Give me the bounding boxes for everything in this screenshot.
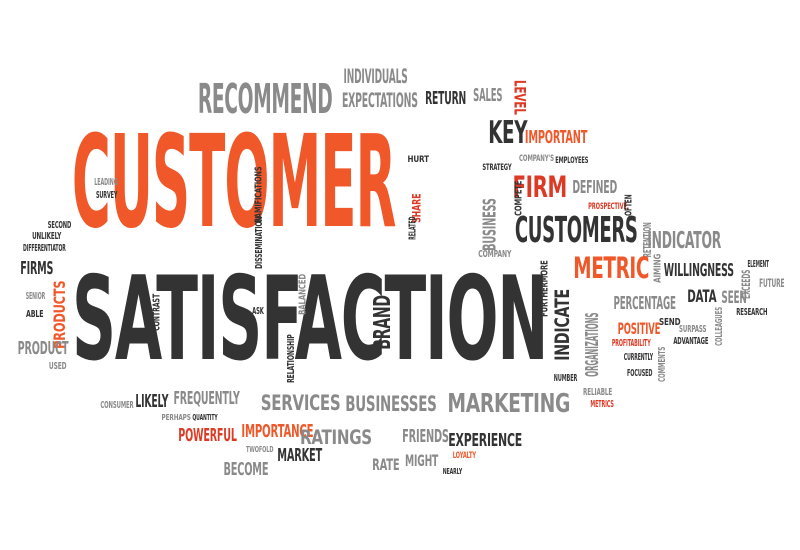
- word-friends: FRIENDS: [401, 427, 449, 448]
- word-key: KEY: [487, 114, 527, 151]
- word-firm: FIRM: [511, 169, 567, 204]
- word-experience: EXPERIENCE: [447, 431, 522, 452]
- word-ramifications: RAMIFICATIONS: [253, 166, 265, 223]
- word-survey: SURVEY: [95, 189, 118, 201]
- word-individuals: INDIVIDUALS: [343, 65, 409, 89]
- word-frequently: FREQUENTLY: [173, 389, 241, 410]
- word-comments: COMMENTS: [657, 346, 669, 382]
- word-indicate: INDICATE: [551, 289, 575, 362]
- word-loyalty: LOYALTY: [452, 451, 477, 462]
- word-element: ELEMENT: [746, 258, 769, 270]
- word-related: RELATED: [407, 216, 419, 240]
- word-number: NUMBER: [553, 372, 578, 384]
- word-firms: FIRMS: [19, 259, 54, 280]
- word-profitability: PROFITABILITY: [611, 337, 651, 349]
- word-focused: FOCUSED: [626, 367, 653, 379]
- word-company: COMPANY: [477, 248, 512, 260]
- word-aiming: AIMING: [652, 253, 664, 283]
- word-research: RESEARCH: [735, 306, 768, 318]
- word-importance: IMPORTANCE: [240, 422, 313, 443]
- word-percentage: PERCENTAGE: [613, 294, 677, 315]
- word-positive: POSITIVE: [617, 319, 661, 339]
- word-likely: LIKELY: [134, 392, 168, 413]
- word-dissemination: DISSEMINATION: [254, 216, 266, 269]
- word-quantity: QUANTITY: [191, 412, 218, 422]
- word-differentiator: DIFFERENTIATOR: [23, 242, 66, 254]
- word-business: BUSINESS: [480, 198, 501, 252]
- word-reliable: RELIABLE: [582, 386, 613, 398]
- word-company-s: COMPANY'S: [518, 154, 555, 165]
- word-advantage: ADVANTAGE: [672, 335, 709, 347]
- word-furthermore: FURTHERMORE: [540, 260, 552, 317]
- word-return: RETURN: [424, 89, 466, 110]
- word-indicator: INDICATOR: [646, 226, 721, 255]
- word-data: DATA: [686, 286, 717, 306]
- word-relationship: RELATIONSHIP: [286, 333, 298, 383]
- word-contrast: CONTRAST: [152, 293, 164, 331]
- word-level: LEVEL: [510, 80, 530, 116]
- word-brand: BRAND: [368, 295, 397, 350]
- word-product: PRODUCT: [18, 339, 69, 360]
- word-ratings: RATINGS: [299, 426, 372, 450]
- word-metrics: METRICS: [589, 398, 614, 410]
- word-prospective: PROSPECTIVE: [587, 202, 627, 213]
- word-powerful: POWERFUL: [177, 426, 237, 447]
- word-strategy: STRATEGY: [481, 163, 512, 174]
- word-market: MARKET: [276, 446, 322, 467]
- word-satisfaction: SATISFACTION: [72, 253, 549, 388]
- word-organizations: ORGANIZATIONS: [583, 312, 604, 378]
- word-ask: ASK: [251, 305, 264, 317]
- word-businesses: BUSINESSES: [344, 392, 437, 418]
- word-unlikely: UNLIKELY: [31, 230, 62, 242]
- word-send: SEND: [658, 316, 681, 328]
- word-nearly: NEARLY: [442, 466, 463, 476]
- word-rate: RATE: [371, 455, 400, 475]
- word-services: SERVICES: [260, 391, 341, 417]
- word-employees: EMPLOYEES: [554, 156, 589, 167]
- word-willingness: WILLINGNESS: [663, 261, 734, 282]
- word-balanced: BALANCED: [298, 273, 310, 315]
- word-perhaps: PERHAPS: [161, 412, 192, 422]
- word-important: IMPORTANT: [524, 128, 588, 149]
- word-metric: METRIC: [572, 250, 649, 285]
- word-defined: DEFINED: [571, 178, 617, 199]
- word-colleagues: COLLEAGUES: [714, 306, 726, 346]
- word-hurt: HURT: [406, 155, 429, 166]
- word-recommend: RECOMMEND: [197, 75, 333, 124]
- word-second: SECOND: [47, 219, 72, 231]
- word-surpass: SURPASS: [678, 323, 707, 335]
- word-expectations: EXPECTATIONS: [341, 89, 418, 113]
- word-leading: LEADING: [93, 176, 118, 188]
- word-future: FUTURE: [758, 275, 785, 290]
- word-senior: SENIOR: [25, 290, 46, 302]
- word-marketing: MARKETING: [446, 388, 570, 419]
- word-used: USED: [48, 360, 67, 372]
- word-compete: COMPETE: [513, 180, 525, 216]
- word-customers: CUSTOMERS: [514, 209, 638, 251]
- word-currently: CURRENTLY: [623, 351, 654, 363]
- word-might: MIGHT: [404, 451, 439, 471]
- word-sales: SALES: [472, 86, 503, 107]
- word-consumer: CONSUMER: [99, 399, 134, 411]
- word-customer: CUSTOMER: [72, 108, 397, 257]
- word-twofold: TWOFOLD: [245, 444, 274, 454]
- word-able: ABLE: [25, 308, 44, 320]
- word-seen: SEEN: [720, 287, 747, 307]
- word-become: BECOME: [222, 460, 268, 481]
